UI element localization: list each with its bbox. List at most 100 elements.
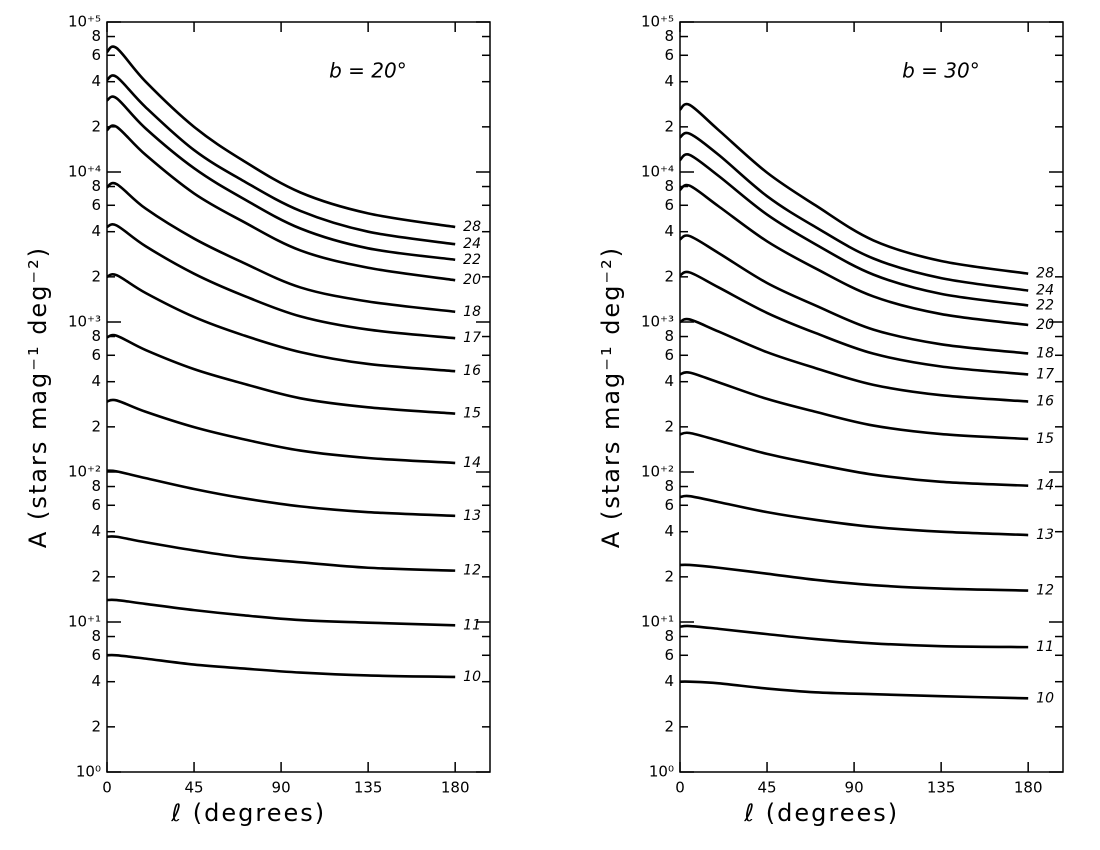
y-tick-label: 8 [664, 627, 674, 645]
curve [679, 131, 1029, 292]
y-tick-label: 4 [664, 372, 674, 390]
x-tick-label: 0 [102, 779, 112, 797]
curve-label: 24 [1036, 283, 1054, 299]
curve-label: 12 [1036, 583, 1054, 599]
x-tick-label: 180 [441, 779, 470, 797]
curve [679, 234, 1029, 355]
y-tick-label: 8 [664, 27, 674, 45]
x-tick-label: 135 [927, 779, 956, 797]
annotation: b = 20° [329, 59, 407, 83]
y-tick-label: 4 [91, 72, 101, 90]
curve [106, 124, 456, 282]
y-tick-label: 6 [664, 496, 674, 514]
y-tick-label: 8 [664, 177, 674, 195]
x-tick-label: 90 [272, 779, 291, 797]
curve [106, 45, 456, 229]
y-tick-label: 6 [664, 196, 674, 214]
y-tick-label: 2 [91, 267, 101, 285]
y-tick-label: 10⁺² [68, 463, 101, 481]
curve [106, 181, 456, 314]
curve [106, 74, 456, 246]
y-tick-label: 10⁰ [76, 763, 101, 781]
y-tick-label: 10⁺⁵ [641, 13, 674, 31]
x-tick-label: 180 [1014, 779, 1043, 797]
curve [679, 563, 1029, 592]
curve [679, 624, 1029, 649]
y-tick-label: 2 [664, 417, 674, 435]
plot-frame [106, 21, 491, 773]
curve-label: 22 [1036, 297, 1054, 313]
y-tick-label: 2 [91, 117, 101, 135]
y-tick-label: 4 [664, 522, 674, 540]
y-tick-label: 6 [91, 496, 101, 514]
curve-label: 10 [463, 669, 481, 685]
curve [679, 680, 1029, 700]
y-tick-label: 4 [91, 372, 101, 390]
curve-label: 11 [1036, 639, 1054, 655]
curve-label: 10 [1036, 690, 1054, 706]
curve-label: 22 [463, 252, 481, 268]
y-tick-label: 10⁺³ [641, 313, 674, 331]
y-tick-label: 4 [91, 222, 101, 240]
curve-label: 17 [1036, 366, 1054, 382]
y-tick-label: 8 [91, 327, 101, 345]
y-axis-label: A (stars mag⁻¹ deg⁻²) [24, 246, 52, 548]
curve [679, 102, 1029, 275]
y-tick-label: 10⁺¹ [641, 613, 674, 631]
y-tick-label: 4 [664, 72, 674, 90]
y-tick-label: 10⁺² [641, 463, 674, 481]
curve [679, 317, 1029, 403]
y-tick-label: 4 [91, 672, 101, 690]
curve [106, 398, 456, 465]
y-tick-label: 6 [91, 646, 101, 664]
curve-label: 16 [1036, 394, 1054, 410]
curve-label: 20 [463, 272, 481, 288]
curve-label: 20 [1036, 317, 1054, 333]
y-axis-label: A (stars mag⁻¹ deg⁻²) [597, 246, 625, 548]
curve [106, 598, 456, 627]
curve-label: 15 [463, 406, 481, 422]
y-tick-label: 10⁰ [649, 763, 674, 781]
y-tick-label: 8 [91, 27, 101, 45]
curve-label: 14 [1036, 478, 1054, 494]
y-tick-label: 2 [91, 417, 101, 435]
y-tick-label: 6 [664, 346, 674, 364]
curve-label: 15 [1036, 431, 1054, 447]
y-tick-label: 10⁺³ [68, 313, 101, 331]
y-tick-label: 2 [664, 567, 674, 585]
y-tick-label: 10⁺⁵ [68, 13, 101, 31]
y-tick-label: 8 [91, 177, 101, 195]
annotation: b = 30° [902, 59, 980, 83]
y-tick-label: 2 [91, 567, 101, 585]
curve-label: 13 [463, 508, 481, 524]
plot-frame [679, 21, 1064, 773]
curve [679, 270, 1029, 376]
y-tick-label: 2 [664, 117, 674, 135]
y-tick-label: 8 [664, 327, 674, 345]
curve [679, 494, 1029, 537]
y-tick-label: 10⁺¹ [68, 613, 101, 631]
curve [106, 653, 456, 679]
curve-label: 11 [463, 617, 481, 633]
x-tick-label: 135 [354, 779, 383, 797]
curve [679, 153, 1029, 307]
curve [106, 333, 456, 415]
x-axis-label: ℓ (degrees) [743, 799, 899, 827]
y-tick-label: 6 [91, 46, 101, 64]
y-tick-label: 10⁺⁴ [68, 163, 101, 181]
x-tick-label: 45 [757, 779, 776, 797]
curve [679, 370, 1029, 441]
y-tick-label: 4 [91, 522, 101, 540]
x-tick-label: 0 [675, 779, 685, 797]
curve-label: 13 [1036, 527, 1054, 543]
y-tick-label: 10⁺⁴ [641, 163, 674, 181]
curve [106, 535, 456, 572]
curve [106, 223, 456, 340]
y-tick-label: 8 [664, 477, 674, 495]
y-tick-label: 6 [664, 646, 674, 664]
y-tick-label: 2 [664, 267, 674, 285]
x-tick-label: 90 [845, 779, 864, 797]
curve-label: 14 [463, 455, 481, 471]
curve [679, 183, 1029, 327]
